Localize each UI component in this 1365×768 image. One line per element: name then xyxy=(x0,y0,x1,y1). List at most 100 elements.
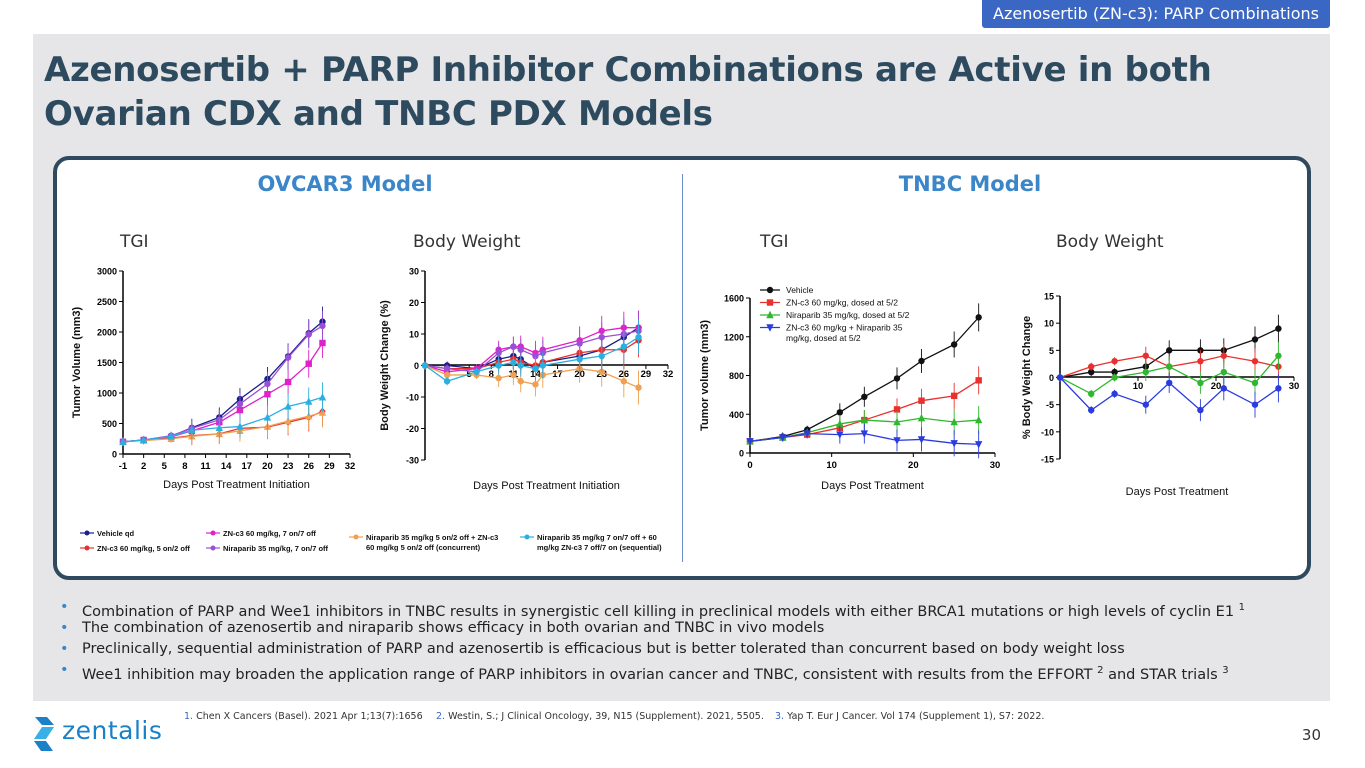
chart2-data-point xyxy=(950,417,958,426)
chart3-data-point xyxy=(1111,374,1118,381)
bullet-sup: 3 xyxy=(1222,665,1229,676)
chart0-x-tick-label: 17 xyxy=(242,461,253,472)
chart3-data-point xyxy=(1251,358,1259,365)
chart2-data-point xyxy=(893,437,901,445)
chart0-series-line xyxy=(122,410,323,443)
chart2-data-point xyxy=(836,409,844,416)
chart1-data-point xyxy=(473,368,480,375)
ovcar-legend-label: ZN-c3 60 mg/kg, 5 on/2 off xyxy=(97,544,190,553)
chart3-data-point xyxy=(1111,390,1118,397)
tnbc-legend-marker xyxy=(766,310,774,319)
chart2-x-axis-label: Days Post Treatment xyxy=(821,480,924,492)
reference-1: 1. Chen X Cancers (Basel). 2021 Apr 1;13… xyxy=(184,711,423,722)
chart0-x-tick-label: 5 xyxy=(162,461,168,472)
chart1-series-line xyxy=(425,327,639,370)
chart3-y-tick-label: 15 xyxy=(1044,292,1054,302)
ovcar-legend-marker xyxy=(524,534,530,540)
chart2-y-tick-label: 1200 xyxy=(724,332,744,342)
chart0-x-tick-label: 2 xyxy=(141,461,146,472)
chart1-x-tick-label: 17 xyxy=(552,369,563,380)
chart1-data-point xyxy=(635,333,642,341)
chart3-data-point xyxy=(1166,347,1173,354)
chart3-x-tick-label: 20 xyxy=(1211,381,1222,392)
chart0-data-point xyxy=(284,378,292,386)
chart3-y-tick-label: -10 xyxy=(1041,427,1054,437)
chart1-data-point xyxy=(517,378,524,385)
chart0-data-point xyxy=(167,432,175,440)
chart3-data-point xyxy=(1220,385,1228,392)
chart2-data-point xyxy=(950,392,958,400)
bullet-text: Combination of PARP and Wee1 inhibitors … xyxy=(82,603,1235,620)
chart2-data-point xyxy=(974,415,983,424)
chart0-y-tick-label: 1000 xyxy=(97,389,117,399)
chart3-data-point xyxy=(1111,368,1118,376)
chart0-data-point xyxy=(119,437,127,445)
chart1-data-point xyxy=(598,333,605,341)
ovcar-legend-label: Vehicle qd xyxy=(97,529,135,538)
chart1-data-point xyxy=(421,362,429,369)
ovcar-legend-label: Niraparib 35 mg/kg 7 on/7 off + 60 xyxy=(537,533,657,542)
chart3-data-point xyxy=(1166,379,1173,387)
bullet-item: • Combination of PARP and Wee1 inhibitors… xyxy=(60,599,1246,620)
chart0-x-tick-label: 8 xyxy=(182,461,187,472)
chart2-data-point xyxy=(950,341,958,348)
chart0-data-point xyxy=(264,380,271,388)
chart0-series-line xyxy=(122,321,323,443)
tnbc-legend-marker xyxy=(766,299,774,306)
chart2-data-point xyxy=(918,357,925,365)
chart2-y-tick-label: 1600 xyxy=(724,294,744,304)
chart2-data-point xyxy=(836,431,844,439)
chart1-data-point xyxy=(510,359,517,366)
chart3-data-point xyxy=(1142,368,1150,376)
ovcar-legend-marker xyxy=(84,545,90,551)
chart2-data-point xyxy=(860,415,869,424)
tnbc-model-title: TNBC Model xyxy=(898,172,1042,196)
bullet-item: • Wee1 inhibition may broaden the applica… xyxy=(60,662,1229,683)
chart0-x-tick-label: 26 xyxy=(303,461,314,472)
ovcar-legend-marker xyxy=(210,530,216,536)
chart1-y-tick-label: -10 xyxy=(406,393,419,403)
chart3-data-point xyxy=(1220,352,1228,359)
chart1-data-point xyxy=(532,352,539,360)
ovcar3-model-title: OVCAR3 Model xyxy=(257,172,433,196)
chart0-data-point xyxy=(236,422,244,430)
chart2-data-point xyxy=(803,430,811,438)
chart1-y-tick-label: -20 xyxy=(406,424,419,434)
chart0-series-line xyxy=(122,325,323,443)
chart0-data-point xyxy=(318,393,327,401)
chart3-data-point xyxy=(1220,368,1228,376)
chart3-data-point xyxy=(1197,358,1204,365)
chart0-x-tick-label: 11 xyxy=(201,461,212,472)
bullet-text: and STAR trials xyxy=(1103,666,1218,683)
page-number: 30 xyxy=(1301,726,1321,744)
chart1-series-line xyxy=(424,330,639,373)
chart0-data-point xyxy=(139,435,148,444)
chart0-x-tick-label: 23 xyxy=(283,461,294,472)
tnbc-legend-marker xyxy=(766,324,774,332)
bullet-text: The combination of azenosertib and nirap… xyxy=(82,620,825,636)
bullet-item: • The combination of azenosertib and nira… xyxy=(60,620,825,636)
chart1-data-point xyxy=(495,349,502,357)
chart2-data-point xyxy=(974,441,983,449)
chart2-y-tick-label: 0 xyxy=(739,449,744,459)
chart3-x-tick-label: 10 xyxy=(1133,381,1144,392)
chart3-y-tick-label: 0 xyxy=(1049,373,1054,383)
chart0-y-axis-label: Tumor Volume (mm3) xyxy=(71,306,83,418)
zentalis-logo: zentalis xyxy=(34,716,174,752)
chart1-data-point xyxy=(443,365,451,372)
chart1-data-point xyxy=(539,362,547,369)
chart0-data-point xyxy=(305,331,312,338)
chart2-data-point xyxy=(917,436,926,444)
bullet-text: Wee1 inhibition may broaden the applicat… xyxy=(82,666,1093,683)
chart2-data-point xyxy=(860,430,869,438)
bullet-list: • Combination of PARP and Wee1 inhibitors… xyxy=(58,597,1328,683)
chart1-data-point xyxy=(517,346,524,353)
chart0-series-line xyxy=(122,411,323,443)
bullet-sup: 1 xyxy=(1238,602,1246,613)
bullet-sup: 2 xyxy=(1097,665,1104,676)
chart0-data-point xyxy=(319,339,326,347)
chart2-data-point xyxy=(861,393,868,401)
chart1-y-axis-label: Body Weight Change (%) xyxy=(379,300,391,431)
bullet-text: Preclinically, sequential administration… xyxy=(82,641,1125,657)
